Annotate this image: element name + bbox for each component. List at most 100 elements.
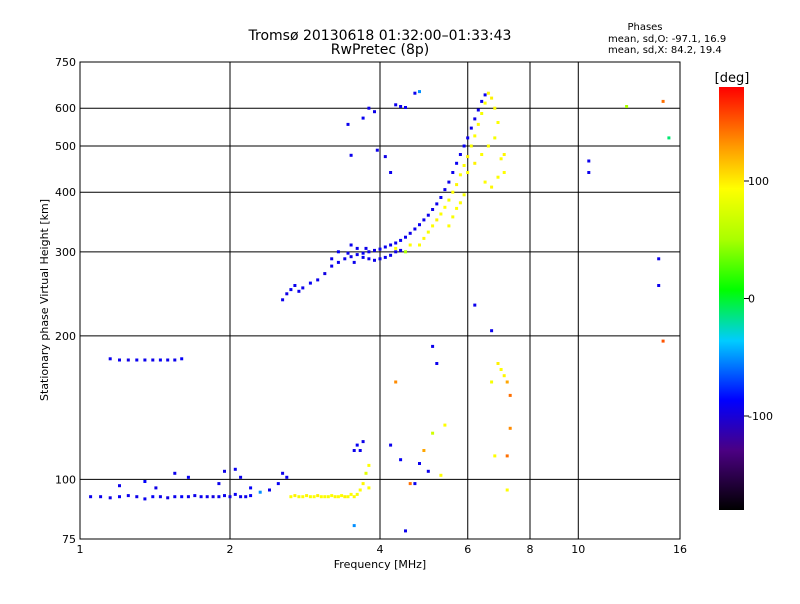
data-point (258, 490, 262, 494)
data-point (439, 212, 443, 216)
y-tick-label: 75 (62, 533, 76, 546)
data-point (422, 218, 426, 222)
data-point (378, 247, 382, 251)
data-point (166, 496, 170, 500)
x-tick-label: 6 (464, 543, 471, 556)
data-point (343, 495, 347, 499)
data-point (276, 482, 280, 486)
data-point (367, 106, 371, 110)
data-point (173, 358, 177, 362)
data-point (466, 155, 470, 159)
y-tick-label: 600 (55, 102, 76, 115)
data-point (312, 495, 316, 499)
data-point (355, 253, 359, 257)
data-point (661, 99, 665, 103)
data-point (389, 253, 393, 257)
data-point (217, 482, 221, 486)
data-point (394, 103, 398, 107)
data-point (336, 495, 340, 499)
data-point (443, 188, 447, 192)
data-point (361, 440, 365, 444)
data-point (389, 443, 393, 447)
data-point (473, 303, 477, 307)
data-point (186, 495, 190, 499)
data-point (186, 475, 190, 479)
data-point (330, 264, 334, 268)
data-point (180, 495, 184, 499)
data-point (505, 454, 509, 458)
data-point (323, 272, 327, 276)
colorbar-ticks: 100 0 -100 (744, 175, 773, 423)
data-point (281, 298, 285, 302)
data-point (404, 250, 407, 254)
data-point (373, 110, 376, 114)
data-point (336, 250, 340, 254)
data-point (404, 106, 407, 109)
data-point (249, 494, 253, 498)
data-point (426, 213, 430, 217)
data-point (418, 462, 421, 465)
data-point (462, 193, 466, 197)
data-point (490, 185, 494, 189)
data-point (625, 105, 629, 108)
data-point (135, 495, 139, 499)
data-point (394, 250, 398, 254)
data-point (217, 495, 221, 499)
data-point (180, 357, 184, 361)
data-point (493, 454, 497, 458)
data-point (361, 116, 365, 120)
data-point (249, 486, 253, 490)
data-point (502, 171, 506, 174)
data-point (358, 488, 362, 492)
data-point (422, 236, 426, 240)
x-tick-label: 1 (77, 543, 84, 556)
data-point (499, 157, 503, 161)
data-point (154, 486, 158, 490)
ticks-layer: 1 2 4 6 8 10 16 75 100 200 300 400 500 600 750 (55, 56, 687, 556)
data-point (373, 258, 376, 262)
data-point (336, 260, 340, 264)
data-point (346, 251, 350, 255)
data-point (349, 492, 353, 496)
data-point (473, 117, 477, 121)
data-point (435, 218, 439, 222)
data-point (502, 374, 506, 378)
data-point (361, 251, 365, 255)
y-tick-label: 300 (55, 246, 76, 259)
data-point (367, 250, 371, 254)
data-point (223, 494, 226, 498)
data-point (502, 153, 506, 156)
data-point (233, 467, 237, 471)
data-point (293, 494, 297, 498)
data-point (466, 171, 470, 174)
x-tick-label: 8 (527, 543, 534, 556)
data-point (667, 136, 671, 140)
data-point (268, 488, 271, 492)
data-point (480, 153, 484, 156)
data-point (126, 358, 130, 362)
data-point (346, 122, 350, 126)
data-point (458, 173, 462, 177)
data-point (301, 495, 305, 499)
data-point (135, 358, 139, 362)
data-point (404, 235, 407, 239)
data-point (431, 431, 435, 435)
data-point (431, 208, 435, 211)
data-point (490, 96, 494, 100)
data-point (443, 423, 447, 427)
data-point (285, 292, 289, 296)
data-point (333, 495, 337, 499)
data-point (422, 449, 426, 452)
data-point (473, 161, 477, 165)
data-point (399, 238, 403, 242)
data-point (486, 144, 490, 148)
data-point (587, 171, 591, 174)
data-point (657, 284, 661, 287)
data-point (349, 153, 353, 157)
data-point (361, 255, 365, 259)
data-point (223, 469, 226, 473)
chart-title: Tromsø 20130618 01:32:00–01:33:43 (248, 28, 512, 44)
data-point (378, 257, 382, 261)
